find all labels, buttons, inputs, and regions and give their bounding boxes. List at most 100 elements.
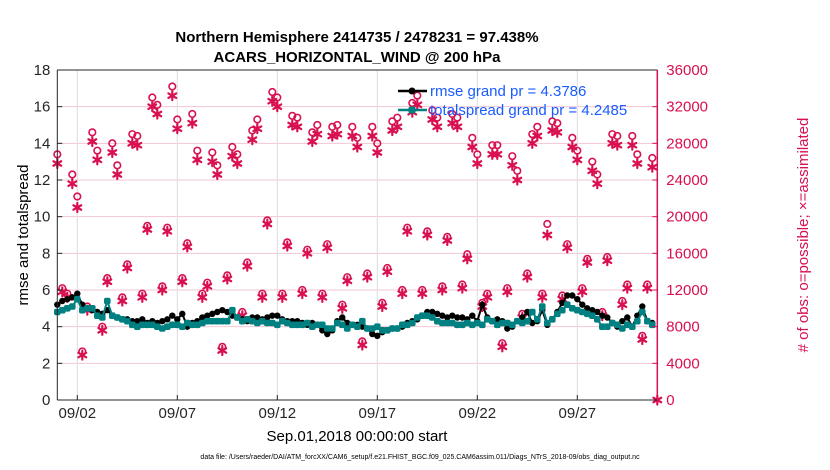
assimilated-obs-marker: [122, 262, 133, 274]
assimilated-obs-marker: [577, 286, 588, 298]
totalspread-point: [244, 316, 251, 323]
assimilated-obs-marker: [397, 288, 408, 300]
possible-obs-marker: [428, 106, 437, 115]
totalspread-point: [529, 308, 536, 316]
totalspread-point: [364, 325, 371, 332]
totalspread-point: [239, 317, 246, 325]
totalspread-point: [174, 321, 181, 329]
legend: rmse grand pr = 4.3786 totalspread grand …: [398, 83, 627, 119]
totalspread-point: [619, 325, 626, 332]
y-tick-label: 2: [42, 355, 50, 372]
totalspread-point: [559, 306, 566, 314]
totalspread-point: [314, 321, 321, 329]
totalspread-point: [454, 321, 461, 329]
assimilated-obs-marker: [132, 139, 143, 151]
possible-obs-marker: [553, 119, 562, 128]
totalspread-point: [334, 319, 341, 327]
rmse-point: [559, 299, 566, 307]
possible-obs-marker: [588, 157, 597, 166]
totalspread-point: [134, 323, 141, 330]
totalspread-point: [424, 312, 431, 319]
totalspread-point: [324, 325, 331, 332]
rmse-point: [369, 330, 376, 338]
totalspread-point: [254, 319, 261, 327]
assimilated-obs-marker: [292, 121, 303, 133]
totalspread-point: [209, 317, 216, 325]
assimilated-obs-marker: [277, 291, 288, 303]
possible-obs-marker: [93, 146, 102, 155]
assimilated-obs-marker: [432, 121, 443, 133]
y-tick-label: 16: [34, 99, 51, 116]
totalspread-point: [579, 308, 586, 316]
totalspread-point: [274, 321, 281, 329]
rmse-point: [449, 312, 456, 319]
possible-obs-marker: [543, 219, 552, 229]
assimilated-obs-marker: [247, 134, 258, 146]
x-tick-label: 09/22: [459, 405, 497, 422]
rmse-point: [524, 308, 531, 316]
totalspread-point: [79, 306, 86, 314]
assimilated-obs-marker: [377, 300, 388, 313]
assimilated-obs-marker: [77, 349, 88, 361]
totalspread-point: [89, 305, 96, 312]
possible-obs-marker: [293, 113, 302, 122]
rmse-point: [494, 316, 501, 323]
rmse-point: [344, 319, 351, 327]
y-tick-label: 4: [42, 319, 50, 336]
totalspread-point: [104, 297, 111, 305]
totalspread-point: [199, 319, 206, 327]
totalspread-point: [474, 319, 481, 327]
assimilated-obs-marker: [157, 284, 168, 296]
totalspread-point: [309, 323, 316, 330]
assimilated-obs-marker: [582, 256, 593, 269]
assimilated-obs-marker: [522, 271, 533, 283]
assimilated-obs-marker: [272, 101, 283, 113]
rmse-point: [199, 314, 206, 321]
rmse-point: [374, 332, 381, 340]
totalspread-point: [319, 321, 326, 329]
possible-obs-marker: [508, 152, 517, 161]
totalspread-point: [434, 317, 441, 325]
totalspread-point: [359, 317, 366, 325]
rmse-point: [64, 295, 71, 303]
assimilated-obs-marker: [212, 168, 223, 181]
totalspread-point: [369, 325, 376, 332]
totalspread-point: [214, 317, 221, 325]
assimilated-obs-marker: [417, 288, 428, 300]
totalspread-point: [464, 319, 471, 327]
totalspread-point: [349, 321, 356, 329]
possible-obs-marker: [573, 146, 582, 155]
possible-obs-marker: [148, 93, 157, 102]
rmse-point: [59, 297, 66, 305]
possible-obs-marker: [253, 115, 262, 124]
possible-obs-marker: [133, 131, 142, 141]
rmse-point: [589, 306, 596, 314]
rmse-point: [319, 327, 326, 334]
totalspread-point: [484, 316, 491, 323]
rmse-point: [214, 308, 221, 316]
totalspread-point: [59, 306, 66, 314]
totalspread-point: [584, 310, 591, 318]
rmse-point: [224, 308, 231, 316]
totalspread-point: [569, 305, 576, 312]
possible-obs-marker: [173, 115, 182, 124]
assimilated-obs-marker: [612, 139, 623, 151]
assimilated-obs-marker: [312, 128, 323, 140]
possible-obs-marker: [313, 120, 322, 130]
possible-obs-marker: [208, 148, 217, 157]
chart-title-line-2: ACARS_HORIZONTAL_WIND @ 200 hPa: [214, 49, 502, 66]
possible-obs-marker: [488, 141, 497, 150]
possible-obs-marker: [108, 139, 117, 148]
assimilated-obs-marker: [172, 123, 183, 135]
totalspread-point: [604, 323, 611, 330]
assimilated-obs-marker: [372, 146, 383, 159]
possible-obs-marker: [113, 161, 122, 170]
totalspread-point: [74, 295, 81, 303]
totalspread-point: [574, 306, 581, 314]
x-tick-label: 09/17: [359, 405, 397, 422]
totalspread-point: [299, 321, 306, 329]
assimilated-obs-marker: [227, 150, 238, 162]
rmse-point: [219, 306, 226, 314]
assimilated-obs-marker: [367, 130, 378, 142]
y-tick-label: 10: [34, 209, 51, 226]
